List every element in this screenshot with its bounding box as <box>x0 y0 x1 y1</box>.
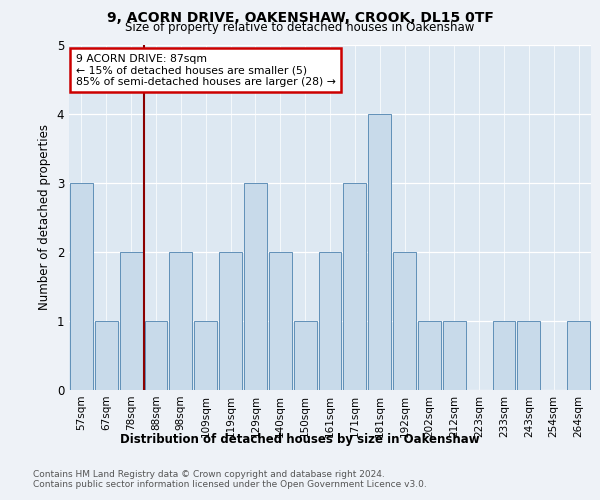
Text: Contains public sector information licensed under the Open Government Licence v3: Contains public sector information licen… <box>33 480 427 489</box>
Bar <box>169 252 192 390</box>
Text: 9, ACORN DRIVE, OAKENSHAW, CROOK, DL15 0TF: 9, ACORN DRIVE, OAKENSHAW, CROOK, DL15 0… <box>107 11 493 25</box>
Text: Distribution of detached houses by size in Oakenshaw: Distribution of detached houses by size … <box>120 432 480 446</box>
Bar <box>319 252 341 390</box>
Bar <box>393 252 416 390</box>
Bar <box>418 321 441 390</box>
Bar <box>443 321 466 390</box>
Text: Contains HM Land Registry data © Crown copyright and database right 2024.: Contains HM Land Registry data © Crown c… <box>33 470 385 479</box>
Bar <box>219 252 242 390</box>
Y-axis label: Number of detached properties: Number of detached properties <box>38 124 51 310</box>
Bar <box>567 321 590 390</box>
Bar <box>120 252 143 390</box>
Bar <box>194 321 217 390</box>
Bar <box>70 183 93 390</box>
Text: Size of property relative to detached houses in Oakenshaw: Size of property relative to detached ho… <box>125 22 475 35</box>
Bar <box>517 321 540 390</box>
Text: 9 ACORN DRIVE: 87sqm
← 15% of detached houses are smaller (5)
85% of semi-detach: 9 ACORN DRIVE: 87sqm ← 15% of detached h… <box>76 54 335 87</box>
Bar <box>95 321 118 390</box>
Bar <box>269 252 292 390</box>
Bar <box>368 114 391 390</box>
Bar <box>145 321 167 390</box>
Bar <box>294 321 317 390</box>
Bar <box>244 183 267 390</box>
Bar <box>493 321 515 390</box>
Bar <box>343 183 366 390</box>
